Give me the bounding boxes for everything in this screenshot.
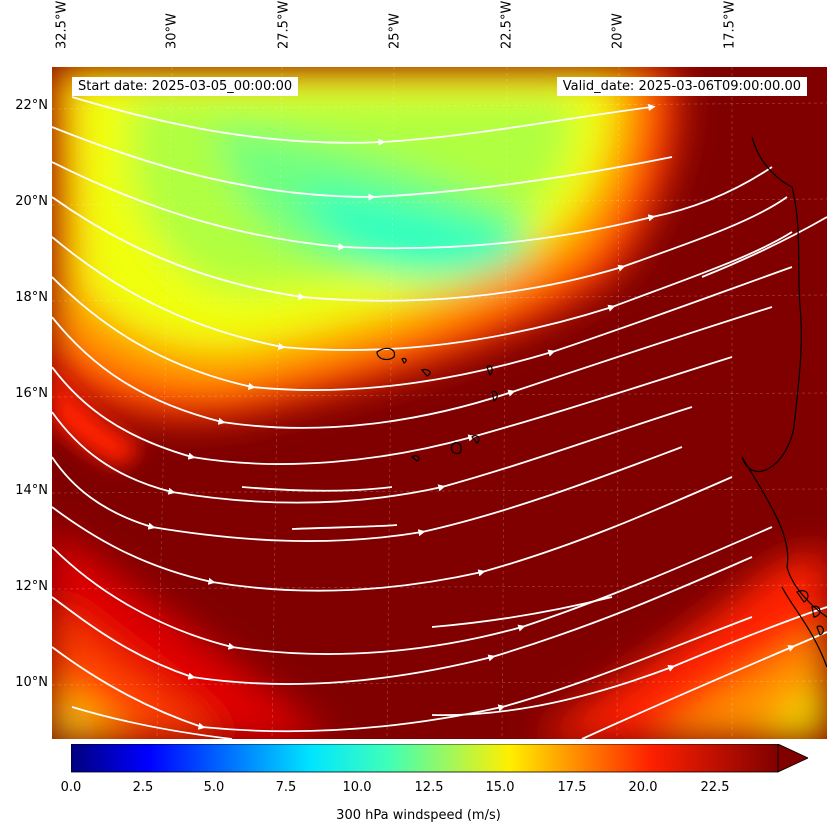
colorbar-tick-label: 0.0 — [60, 780, 82, 795]
lat-tick-label: 14°N — [15, 483, 48, 498]
valid-date-label: Valid_date: 2025-03-06T09:00:00.00 — [556, 77, 807, 96]
start-date-label: Start date: 2025-03-05_00:00:00 — [72, 77, 299, 96]
colorbar-extend-arrow — [777, 744, 808, 773]
lon-tick-label: 22.5°W — [499, 0, 515, 49]
colorbar-tick-label: 15.0 — [485, 780, 515, 795]
colorbar-tick-label: 22.5 — [700, 780, 730, 795]
colorbar-gradient — [71, 744, 779, 773]
lon-tick-label: 20°W — [610, 13, 626, 49]
colorbar-tick-label: 2.5 — [132, 780, 154, 795]
colorbar-tick-label: 7.5 — [275, 780, 297, 795]
colorbar-tick-label: 20.0 — [628, 780, 658, 795]
lat-tick-label: 12°N — [15, 579, 48, 594]
lon-tick-label: 25°W — [387, 13, 403, 49]
colorbar-tick-label: 12.5 — [414, 780, 444, 795]
colorbar-tick-label: 5.0 — [203, 780, 225, 795]
lat-tick-label: 18°N — [15, 290, 48, 305]
western-edge-band — [52, 367, 142, 467]
lat-tick-label: 10°N — [15, 675, 48, 690]
windspeed-map: Start date: 2025-03-05_00:00:00 Valid_da… — [52, 67, 827, 739]
colorbar-tick-label: 10.0 — [342, 780, 372, 795]
lat-tick-label: 20°N — [15, 194, 48, 209]
lon-tick-label: 27.5°W — [276, 0, 292, 49]
lat-tick-label: 22°N — [15, 98, 48, 113]
windspeed-field — [52, 67, 827, 739]
lat-tick-label: 16°N — [15, 386, 48, 401]
coastline — [376, 136, 827, 668]
colorbar — [71, 744, 808, 773]
southern-region — [52, 527, 827, 739]
colorbar-label: 300 hPa windspeed (m/s) — [336, 808, 501, 823]
lon-tick-label: 30°W — [164, 13, 180, 49]
lon-tick-label: 17.5°W — [722, 0, 738, 49]
colorbar-tick-label: 17.5 — [557, 780, 587, 795]
streamlines — [52, 96, 827, 739]
lon-tick-label: 32.5°W — [54, 0, 70, 49]
